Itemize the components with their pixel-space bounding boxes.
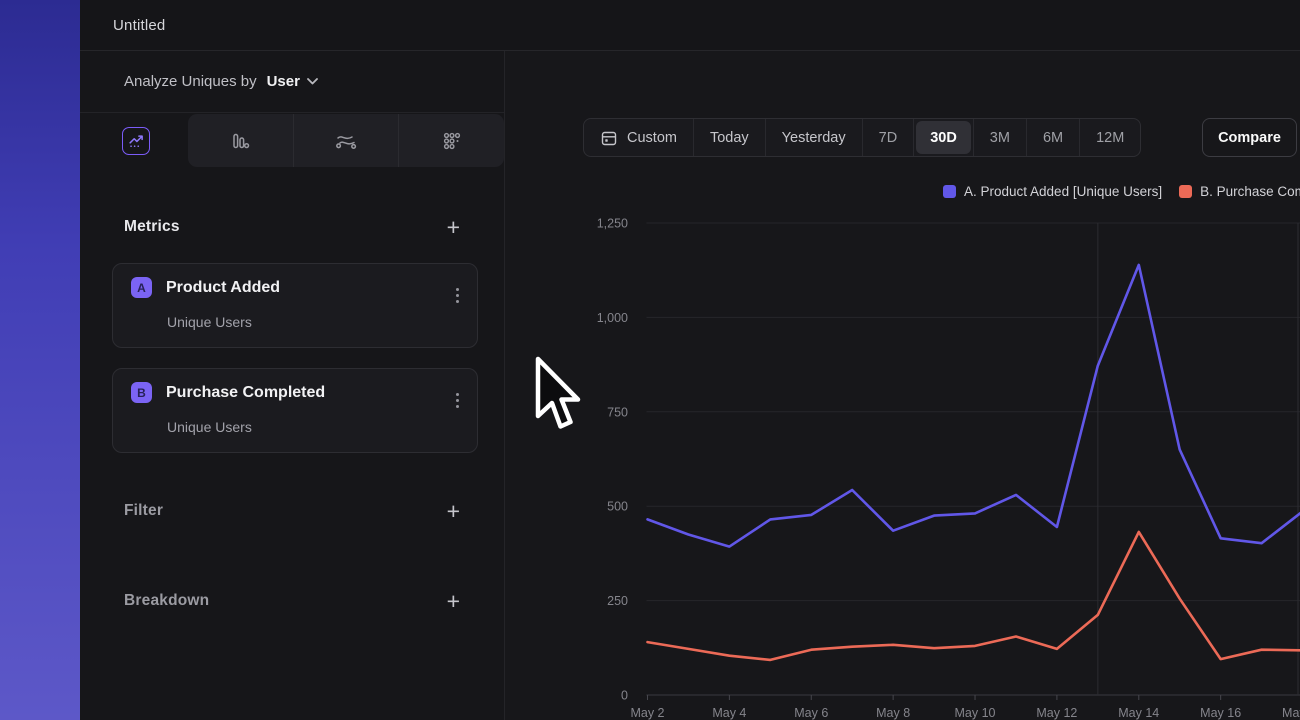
grid-dots-icon — [441, 130, 463, 152]
range-option-12m[interactable]: 12M — [1079, 119, 1140, 156]
line-chart-icon — [127, 132, 145, 150]
range-option-custom[interactable]: Custom — [584, 119, 693, 156]
chevron-down-icon[interactable] — [307, 78, 318, 85]
x-axis-tick-label: May 4 — [712, 706, 746, 720]
metric-card[interactable]: A Product Added Unique Users — [112, 263, 478, 348]
background-gradient-strip — [0, 0, 80, 720]
analyze-by-value-dropdown[interactable]: User — [266, 73, 300, 90]
x-axis-tick-label: May 8 — [876, 706, 910, 720]
bar-chart-icon — [229, 130, 251, 152]
flow-chart-icon — [334, 130, 358, 152]
legend-swatch — [943, 185, 956, 198]
analyze-by-label: Analyze Uniques by — [124, 73, 257, 90]
x-axis-tick-label: May 16 — [1200, 706, 1241, 720]
filter-heading-row: Filter + — [80, 497, 504, 525]
query-sidebar: Analyze Uniques by User — [80, 51, 505, 720]
line-chart-plot-area[interactable]: 0 250 500 750 1,000 1,250 May 2 May 4 May 6 May 8… — [505, 51, 1300, 720]
calendar-icon — [600, 129, 618, 147]
x-axis-tick-label: May 12 — [1036, 706, 1077, 720]
y-axis-tick-label: 1,250 — [597, 217, 628, 231]
date-range-selector: Custom Today Yesterday 7D 30D 3M 6M 12M — [583, 118, 1142, 157]
range-option-6m[interactable]: 6M — [1025, 119, 1079, 156]
legend-label: A. Product Added [Unique Users] — [964, 184, 1163, 199]
filter-heading: Filter — [124, 502, 164, 519]
legend-swatch — [1179, 185, 1193, 198]
kebab-menu-icon[interactable] — [454, 286, 461, 305]
tab-chart-type-flow[interactable] — [292, 114, 399, 167]
metric-name: Product Added — [166, 279, 281, 296]
tab-chart-type-line[interactable] — [122, 127, 150, 155]
chart-panel: Custom Today Yesterday 7D 30D 3M 6M 12M Compare… — [505, 51, 1300, 720]
tab-chart-type-grid[interactable] — [398, 114, 504, 167]
y-axis-tick-label: 750 — [607, 405, 628, 419]
series-line — [646, 530, 1300, 662]
range-option-30d[interactable]: 30D — [913, 119, 973, 156]
chart-type-tabstrip — [188, 114, 504, 167]
legend-item[interactable]: A. Product Added [Unique Users] — [943, 184, 1162, 199]
y-axis-tick-label: 500 — [607, 500, 628, 514]
metric-series-badge: B — [131, 382, 152, 403]
analyze-by-row: Analyze Uniques by User — [80, 51, 504, 113]
legend-item[interactable]: B. Purchase Completed [Unique Users] — [1179, 184, 1300, 199]
metrics-heading-row: Metrics + — [80, 213, 504, 241]
compare-button[interactable]: Compare — [1202, 118, 1297, 157]
metrics-heading: Metrics — [124, 218, 180, 235]
metric-card[interactable]: B Purchase Completed Unique Users — [112, 368, 478, 453]
range-option-7d[interactable]: 7D — [861, 119, 914, 156]
series-line — [646, 263, 1300, 548]
y-axis-tick-label: 1,000 — [597, 311, 628, 325]
breakdown-heading-row: Breakdown + — [80, 587, 504, 615]
x-axis-tick-label: May 10 — [955, 706, 996, 720]
legend-label: B. Purchase Completed [Unique Users] — [1200, 184, 1300, 199]
x-axis-tick-label: May 14 — [1118, 706, 1159, 720]
x-axis-tick-label: May 2 — [630, 706, 664, 720]
chart-legend: A. Product Added [Unique Users] B. Purcha… — [943, 184, 1300, 199]
metric-measurement: Unique Users — [167, 419, 252, 435]
top-bar: Untitled — [80, 0, 1300, 51]
report-title: Untitled — [113, 16, 166, 34]
add-metric-button[interactable]: + — [446, 214, 460, 240]
breakdown-heading: Breakdown — [124, 592, 210, 609]
range-option-today[interactable]: Today — [692, 119, 765, 156]
metric-series-badge: A — [131, 277, 152, 298]
y-axis-tick-label: 0 — [621, 689, 628, 703]
range-option-yesterday[interactable]: Yesterday — [764, 119, 862, 156]
metric-name: Purchase Completed — [166, 384, 326, 401]
kebab-menu-icon[interactable] — [454, 391, 461, 410]
x-axis-tick-label: May 18 — [1282, 706, 1300, 720]
y-axis-tick-label: 250 — [607, 594, 628, 608]
metric-measurement: Unique Users — [167, 314, 252, 330]
add-filter-button[interactable]: + — [446, 498, 460, 524]
x-axis-tick-label: May 6 — [794, 706, 828, 720]
range-option-3m[interactable]: 3M — [972, 119, 1026, 156]
add-breakdown-button[interactable]: + — [446, 588, 460, 614]
tab-chart-type-bar[interactable] — [188, 114, 293, 167]
